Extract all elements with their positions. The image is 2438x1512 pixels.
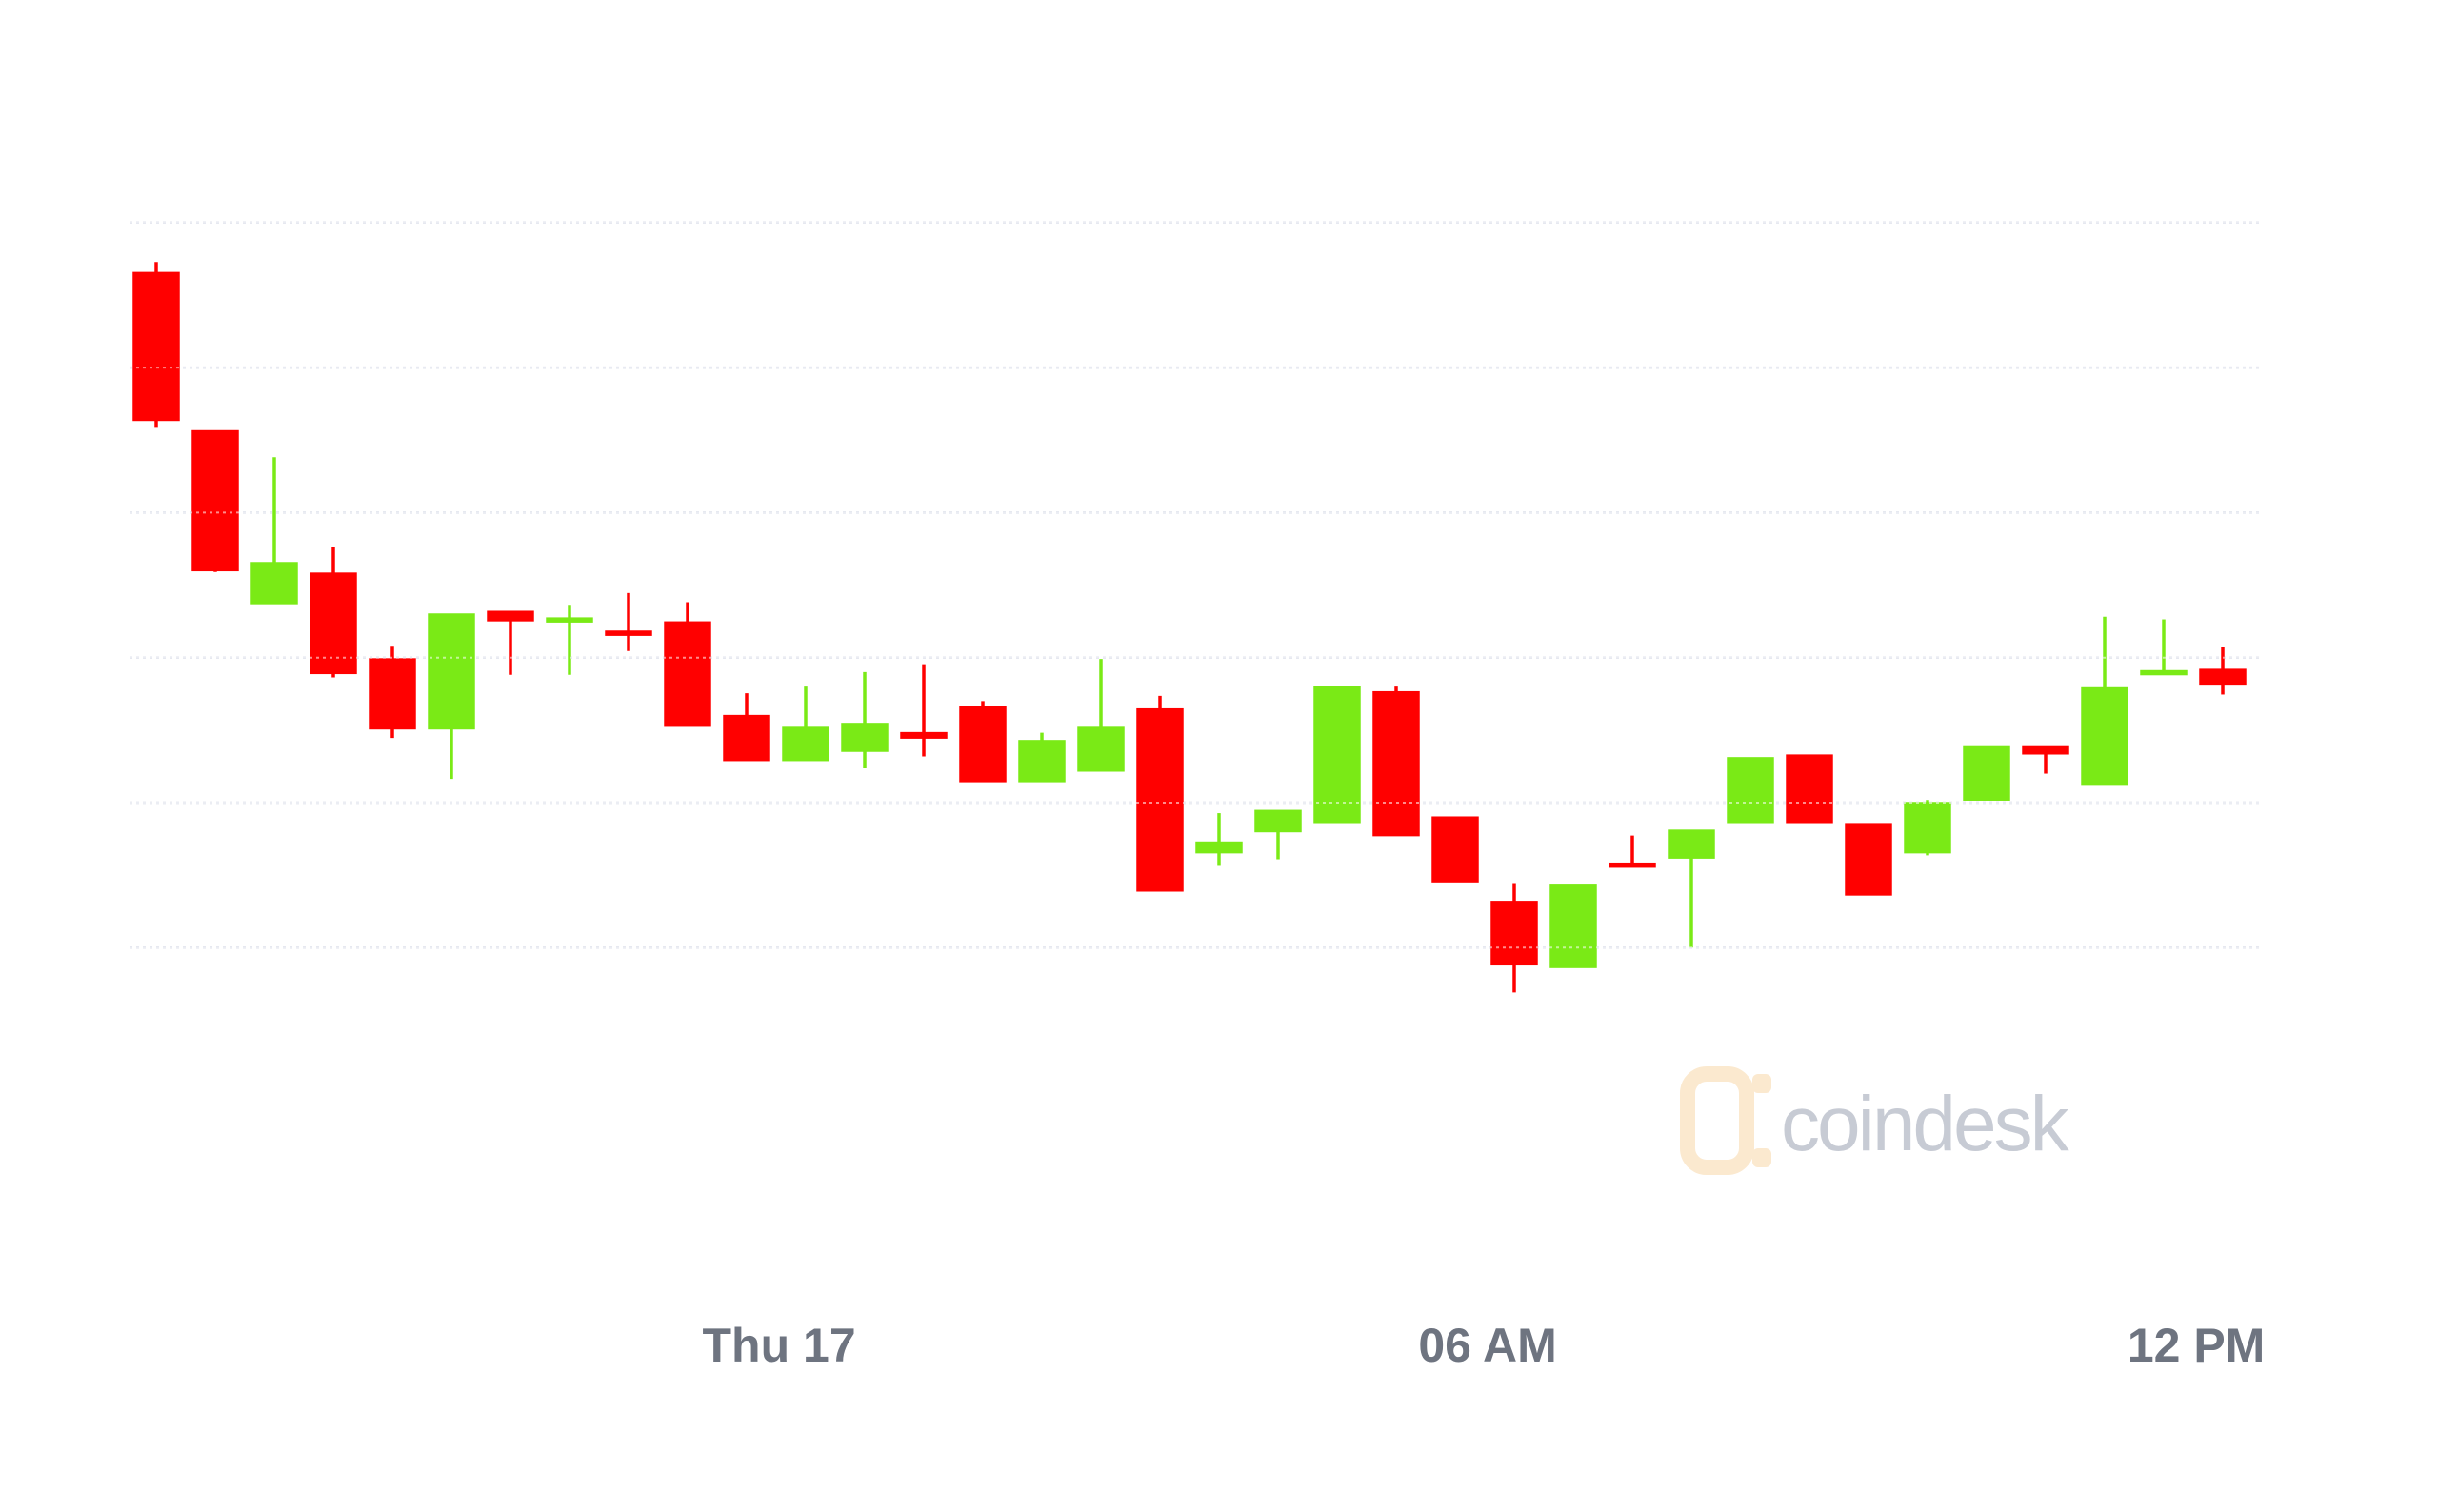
candle-down [1490, 883, 1538, 993]
candle-body [723, 714, 770, 762]
candle-body [1549, 884, 1597, 968]
grid-overlay [130, 221, 2259, 949]
candle-down [1431, 816, 1479, 883]
candle-body [369, 658, 416, 730]
candle-body [546, 617, 593, 623]
candle-down [1845, 823, 1892, 896]
candle-body [487, 610, 534, 622]
candle-body [1490, 901, 1538, 966]
coindesk-watermark: coindesk [1680, 1066, 2073, 1175]
candle-down [664, 602, 711, 727]
candle-body [132, 271, 180, 422]
candle-body [1668, 829, 1715, 859]
candle-body [1195, 841, 1243, 854]
candle-down [1372, 686, 1420, 837]
candle-body [605, 630, 652, 636]
candle-body [1845, 823, 1892, 896]
candle-body [1313, 686, 1361, 824]
candle-body [1372, 690, 1420, 837]
candle-body [2140, 669, 2188, 676]
candle-body [1727, 757, 1774, 824]
x-tick-label: 06 AM [1418, 1319, 1556, 1372]
candle-down [900, 664, 948, 757]
candle-body [1254, 809, 1302, 833]
candle-body [250, 562, 298, 605]
candle-down [369, 646, 416, 739]
candle-up [250, 457, 298, 605]
candle-up [1668, 829, 1715, 948]
candle-up [2081, 616, 2128, 786]
candle-body [1136, 707, 1184, 892]
candle-up [428, 613, 475, 780]
candle-down [1786, 754, 1833, 824]
candle-up [1549, 884, 1597, 968]
candles [130, 221, 2259, 993]
candle-up [1904, 800, 1951, 856]
candle-up [841, 671, 889, 768]
candle-body [191, 429, 239, 572]
candle-up [546, 605, 593, 675]
candle-body [841, 723, 889, 752]
candle-up [1077, 659, 1125, 772]
candle-down [132, 262, 180, 428]
candle-up [2140, 619, 2188, 676]
candle-down [605, 592, 652, 651]
candle-body [1609, 862, 1656, 868]
candle-down [2022, 745, 2069, 774]
candle-body [1904, 802, 1951, 854]
candle-down [487, 610, 534, 675]
candle-up [1018, 732, 1066, 783]
x-tick-label: Thu 17 [703, 1319, 856, 1372]
candle-body [2199, 668, 2247, 686]
candle-up [1254, 809, 1302, 860]
candle-up [782, 686, 829, 762]
candle-body [2081, 686, 2128, 786]
candle-down [959, 701, 1007, 783]
candle-body [1077, 726, 1125, 772]
candle-up [1727, 757, 1774, 824]
candle-up [1313, 686, 1361, 824]
candle-down [1136, 695, 1184, 892]
candle-body [1786, 754, 1833, 824]
candle-body [782, 726, 829, 762]
candle-down [2199, 647, 2247, 695]
coindesk-logo-icon [1680, 1066, 1771, 1175]
candle-body [428, 613, 475, 730]
candle-down [191, 429, 239, 572]
candle-down [1609, 835, 1656, 868]
candle-body [664, 621, 711, 727]
candle-up [1195, 813, 1243, 866]
candle-body [900, 731, 948, 739]
coindesk-wordmark: coindesk [1781, 1081, 2070, 1167]
candle-body [2022, 745, 2069, 755]
x-axis: Thu 17 06 AM 12 PM [703, 1319, 2266, 1372]
candle-down [723, 693, 770, 762]
candle-body [1431, 816, 1479, 883]
candle-body [1963, 745, 2010, 801]
candle-body [1018, 740, 1066, 783]
candle-body [959, 706, 1007, 783]
x-tick-label: 12 PM [2128, 1319, 2266, 1372]
candle-up [1963, 745, 2010, 801]
